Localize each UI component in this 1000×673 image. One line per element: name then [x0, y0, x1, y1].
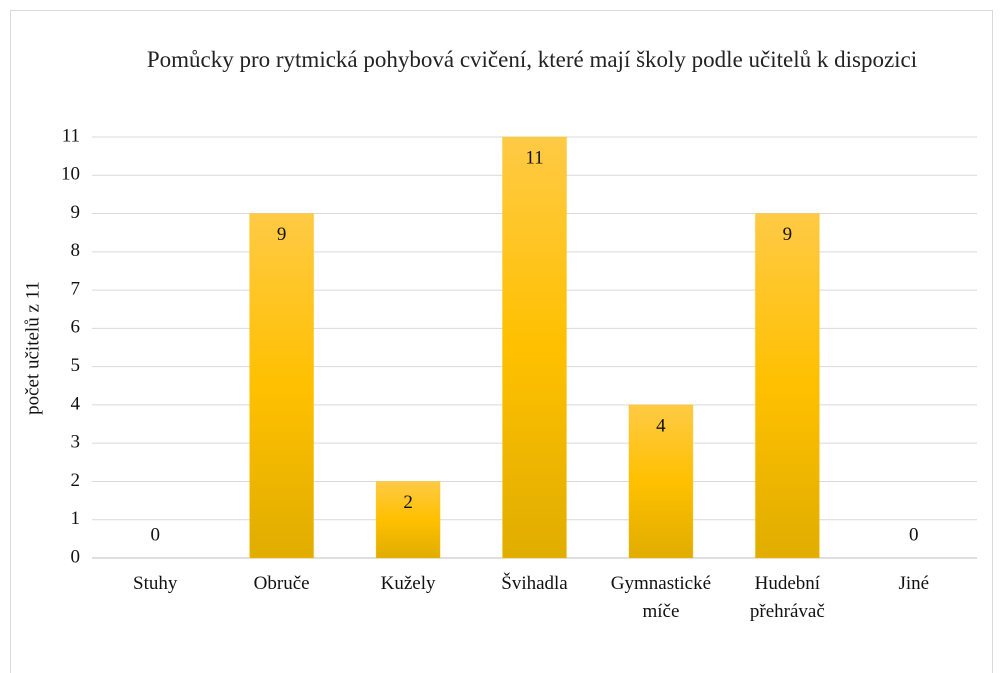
x-tick-label: Stuhy: [133, 573, 178, 594]
x-tick-label: Obruče: [254, 573, 310, 594]
bar: [754, 213, 820, 559]
chart-title: Pomůcky pro rytmická pohybová cvičení, k…: [146, 47, 918, 72]
x-tick-label: Gymnastické míče: [611, 573, 711, 622]
data-label: 0: [150, 524, 160, 545]
x-tick-label: Jiné: [898, 573, 929, 594]
y-tick-label: 3: [71, 432, 81, 453]
chart-border: [10, 10, 993, 673]
y-tick-label: 11: [62, 125, 80, 146]
y-axis-label: počet učitelů z 11: [22, 281, 43, 415]
y-tick-label: 9: [71, 202, 81, 223]
data-label: 11: [525, 147, 543, 168]
y-tick-label: 6: [71, 317, 81, 338]
data-label: 4: [656, 415, 666, 436]
y-tick-label: 4: [71, 393, 81, 414]
data-label: 9: [783, 224, 793, 245]
x-tick-label: Kužely: [381, 573, 436, 594]
x-tick-label: Hudební přehrávač: [750, 573, 825, 622]
y-tick-label: 1: [71, 508, 81, 529]
y-tick-label: 2: [71, 470, 81, 491]
data-label: 0: [909, 524, 919, 545]
bar: [502, 136, 567, 559]
y-tick-label: 8: [71, 240, 81, 261]
y-tick-label: 10: [61, 164, 80, 185]
x-tick-label: Švihadla: [501, 572, 568, 594]
y-tick-label: 7: [71, 278, 81, 299]
y-tick-label: 5: [71, 355, 81, 376]
bar: [249, 213, 315, 559]
data-label: 2: [403, 492, 413, 513]
data-label: 9: [277, 224, 287, 245]
y-tick-label: 0: [71, 546, 81, 567]
bar: [628, 404, 694, 559]
bar: [375, 480, 441, 559]
